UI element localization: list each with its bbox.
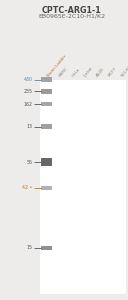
- Bar: [41, 245, 52, 250]
- Text: 235: 235: [24, 89, 33, 94]
- Bar: [41, 158, 52, 167]
- Text: NCI-H226: NCI-H226: [120, 61, 128, 78]
- Text: 15: 15: [27, 245, 33, 250]
- Text: MCF7: MCF7: [108, 67, 118, 78]
- Text: EB0965E-2C10-H1/K2: EB0965E-2C10-H1/K2: [38, 14, 105, 19]
- Text: 430: 430: [24, 77, 33, 82]
- Bar: [41, 186, 52, 190]
- Text: Biotin Ladder: Biotin Ladder: [46, 55, 67, 78]
- Text: PBMC: PBMC: [59, 66, 69, 78]
- Bar: [41, 102, 52, 106]
- Text: Jurkat: Jurkat: [83, 66, 94, 78]
- Text: A549: A549: [95, 67, 105, 78]
- Bar: [40, 80, 126, 294]
- Text: 55: 55: [27, 160, 33, 165]
- Text: HeLa: HeLa: [71, 68, 81, 78]
- Text: 42 •: 42 •: [22, 185, 33, 190]
- Bar: [41, 124, 52, 129]
- Text: 162: 162: [24, 102, 33, 107]
- Text: CPTC-ARG1-1: CPTC-ARG1-1: [42, 6, 102, 15]
- Bar: [41, 89, 52, 94]
- Text: 13: 13: [27, 124, 33, 129]
- Bar: [41, 77, 52, 82]
